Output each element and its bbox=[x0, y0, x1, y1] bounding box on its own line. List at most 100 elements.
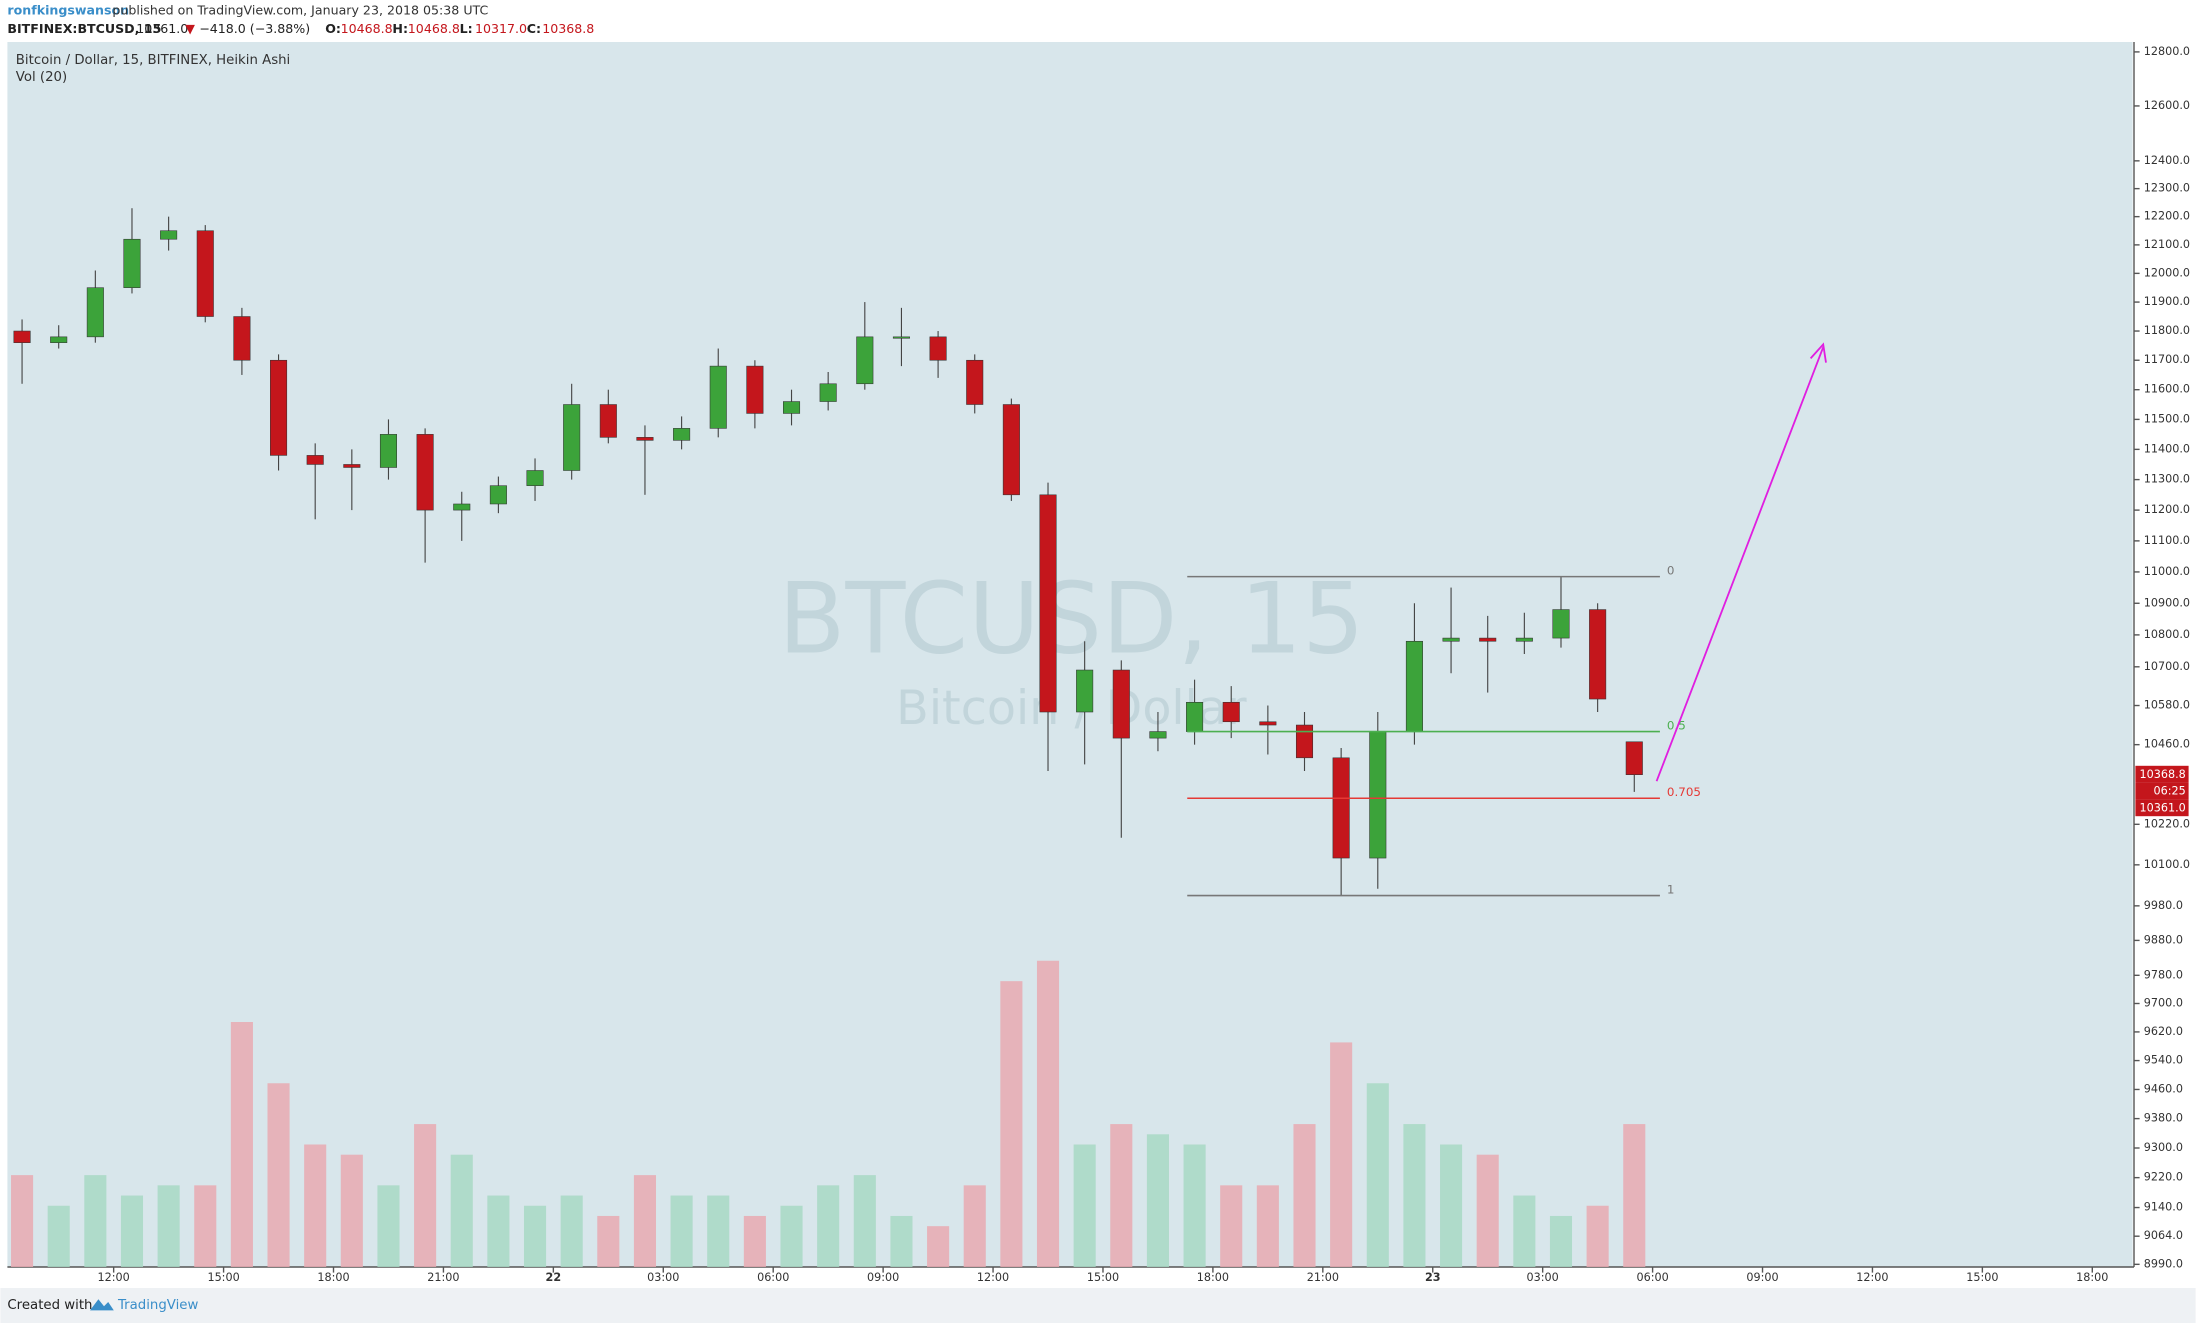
y-tick-label: 9700.0 bbox=[2144, 996, 2183, 1009]
candle-body bbox=[1039, 494, 1057, 713]
x-tick-label: 09:00 bbox=[1746, 1271, 1778, 1284]
y-tick-label: 11700.0 bbox=[2144, 353, 2190, 366]
volume-bar bbox=[1110, 1124, 1133, 1267]
fib-label: 0.5 bbox=[1667, 718, 1686, 732]
volume-bar bbox=[1440, 1144, 1463, 1267]
y-tick-label: 10100.0 bbox=[2144, 858, 2190, 871]
x-tick-label: 18:00 bbox=[2076, 1271, 2108, 1284]
candle-body bbox=[563, 404, 581, 471]
candle-layer bbox=[13, 208, 1643, 896]
y-tick-label: 12300.0 bbox=[2144, 182, 2190, 195]
candle-body bbox=[636, 437, 654, 441]
candle-body bbox=[50, 336, 68, 343]
volume-layer bbox=[11, 960, 1646, 1267]
ohlc-key: H: bbox=[392, 21, 408, 36]
volume-bar bbox=[927, 1226, 950, 1267]
y-tick-label: 9140.0 bbox=[2144, 1201, 2183, 1214]
axes: 12800.0 12600.0 12400.0 12300.0 12200.0 12100… bbox=[98, 45, 2191, 1284]
volume-bar bbox=[120, 1195, 144, 1267]
arrow-line bbox=[1655, 346, 1825, 782]
x-tick-label: 06:00 bbox=[1636, 1271, 1668, 1284]
price-tag: 10368.8 bbox=[2140, 768, 2186, 781]
volume-bar bbox=[414, 1124, 437, 1267]
y-tick-label: 12000.0 bbox=[2144, 266, 2190, 279]
y-tick-label: 9220.0 bbox=[2144, 1171, 2183, 1184]
x-tick-label: 03:00 bbox=[1527, 1271, 1559, 1284]
y-tick-label: 12100.0 bbox=[2144, 238, 2190, 251]
y-tick-label: 10900.0 bbox=[2144, 596, 2190, 609]
candle-body bbox=[783, 401, 801, 414]
volume-title: Vol (20) bbox=[16, 70, 67, 85]
footer-brand[interactable]: TradingView bbox=[117, 1298, 198, 1313]
y-tick-label: 9880.0 bbox=[2144, 933, 2183, 946]
fib-layer: 0 0.5 0.705 1 bbox=[1187, 564, 1701, 896]
y-tick-label: 11200.0 bbox=[2144, 503, 2190, 516]
volume-bar bbox=[743, 1215, 766, 1267]
volume-bar bbox=[523, 1205, 547, 1267]
last-price: 10361.0 bbox=[136, 21, 188, 36]
price-tag: 10361.0 bbox=[2140, 802, 2186, 815]
y-tick-label: 11000.0 bbox=[2144, 565, 2190, 578]
ohlc-legend: O: 10468.8 H: 10468.8 L: 10317.0 C: 10368.8 bbox=[325, 21, 594, 36]
volume-bar bbox=[1586, 1205, 1609, 1267]
x-tick-label: 18:00 bbox=[1197, 1271, 1229, 1284]
x-tick-label: 15:00 bbox=[1087, 1271, 1119, 1284]
volume-bar bbox=[1000, 981, 1023, 1267]
ohlc-key: C: bbox=[527, 21, 541, 36]
volume-bar bbox=[780, 1205, 803, 1267]
y-tick-label: 10460.0 bbox=[2144, 738, 2190, 751]
candle-body bbox=[1149, 731, 1167, 739]
volume-bar bbox=[194, 1185, 217, 1267]
y-tick-label: 11800.0 bbox=[2144, 324, 2190, 337]
trend-arrow bbox=[1655, 342, 1827, 782]
price-tag-box bbox=[2135, 799, 2189, 817]
x-tick-label: 21:00 bbox=[427, 1271, 459, 1284]
y-tick-label: 9064.0 bbox=[2144, 1229, 2183, 1242]
candle-body bbox=[1552, 609, 1570, 639]
volume-bar bbox=[1513, 1195, 1536, 1267]
volume-bar bbox=[230, 1022, 253, 1267]
fib-label: 0 bbox=[1667, 564, 1675, 578]
candle-body bbox=[1186, 701, 1204, 732]
volume-bar bbox=[890, 1215, 913, 1267]
volume-bar bbox=[84, 1175, 107, 1267]
volume-bar bbox=[817, 1185, 840, 1267]
candle-body bbox=[1222, 701, 1240, 723]
volume-bar bbox=[670, 1195, 693, 1267]
candle-body bbox=[1515, 637, 1533, 642]
x-tick-label: 06:00 bbox=[757, 1271, 789, 1284]
price-tag-box bbox=[2135, 765, 2189, 783]
volume-bar bbox=[11, 1175, 34, 1267]
candle-body bbox=[13, 330, 31, 343]
x-tick-label: 21:00 bbox=[1307, 1271, 1339, 1284]
candle-body bbox=[379, 434, 397, 468]
candle-body bbox=[1002, 404, 1020, 496]
candle-body bbox=[306, 455, 324, 465]
candle-body bbox=[746, 365, 764, 414]
volume-bar bbox=[1256, 1185, 1279, 1267]
author[interactable]: ronfkingswanson bbox=[7, 3, 129, 18]
volume-bar bbox=[963, 1185, 986, 1267]
candle-body bbox=[929, 336, 947, 361]
x-tick-label: 23 bbox=[1425, 1271, 1441, 1284]
y-tick-label: 9620.0 bbox=[2144, 1025, 2183, 1038]
volume-bar bbox=[1549, 1215, 1573, 1267]
fib-label: 0.705 bbox=[1667, 785, 1701, 799]
volume-bar bbox=[1403, 1124, 1426, 1267]
y-tick-label: 11600.0 bbox=[2144, 383, 2190, 396]
volume-bar bbox=[1476, 1154, 1499, 1267]
fib-label: 1 bbox=[1667, 882, 1675, 896]
y-tick-label: 9980.0 bbox=[2144, 899, 2183, 912]
volume-bar bbox=[1073, 1144, 1096, 1267]
candle-body bbox=[709, 365, 727, 429]
price-tag: 06:25 bbox=[2154, 785, 2186, 798]
change-arrow: ▼ bbox=[185, 21, 195, 36]
candle-body bbox=[1112, 669, 1130, 739]
y-tick-label: 12800.0 bbox=[2144, 45, 2190, 58]
published: published on TradingView.com, January 23… bbox=[112, 3, 488, 18]
candle-body bbox=[86, 287, 104, 338]
candle-body bbox=[819, 383, 837, 402]
ohlc-value: 10317.0 bbox=[475, 21, 527, 36]
volume-bar bbox=[47, 1205, 70, 1267]
